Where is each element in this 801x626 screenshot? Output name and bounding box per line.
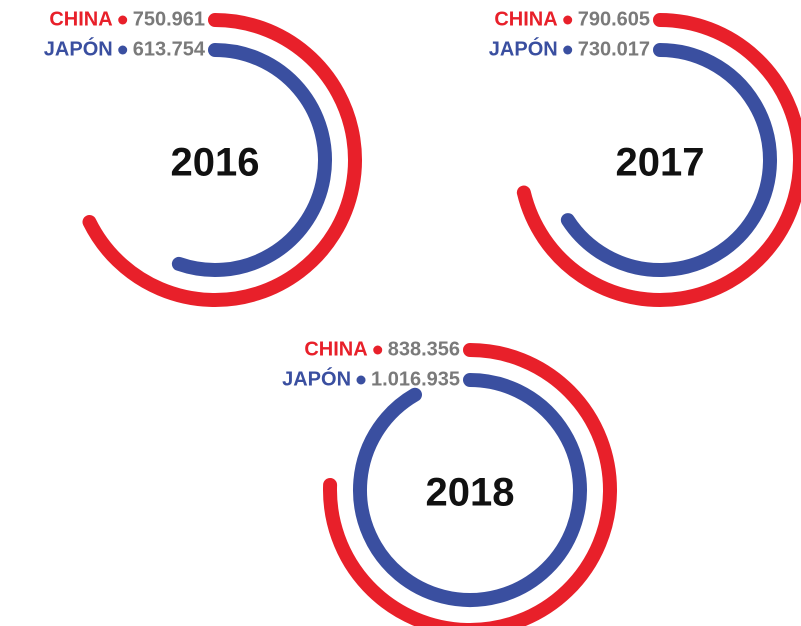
legend-dot [563,45,573,55]
value-label: 613.754 [133,38,206,60]
radial-bar [82,13,362,307]
legend-dot [356,375,366,385]
legend-dot [373,345,383,355]
legend-label: JAPÓN [44,36,113,60]
radial-bar [353,373,587,607]
radial-bar [323,343,617,626]
legend-dot [563,15,573,25]
legend-label: CHINA [304,338,367,360]
legend-label: CHINA [494,8,557,30]
radial-bar [171,43,332,277]
year-label: 2016 [171,141,260,185]
value-label: 838.356 [388,338,460,360]
year-label: 2018 [426,471,515,515]
value-label: 750.961 [133,8,205,30]
legend-dot [118,15,128,25]
radial-bar [516,13,801,307]
value-label: 1.016.935 [371,368,460,390]
value-label: 730.017 [578,38,650,60]
value-label: 790.605 [578,8,650,30]
radial-bar [560,43,777,277]
legend-label: JAPÓN [489,36,558,60]
legend-label: CHINA [49,8,112,30]
year-label: 2017 [616,141,705,185]
legend-label: JAPÓN [282,366,351,390]
legend-dot [118,45,128,55]
